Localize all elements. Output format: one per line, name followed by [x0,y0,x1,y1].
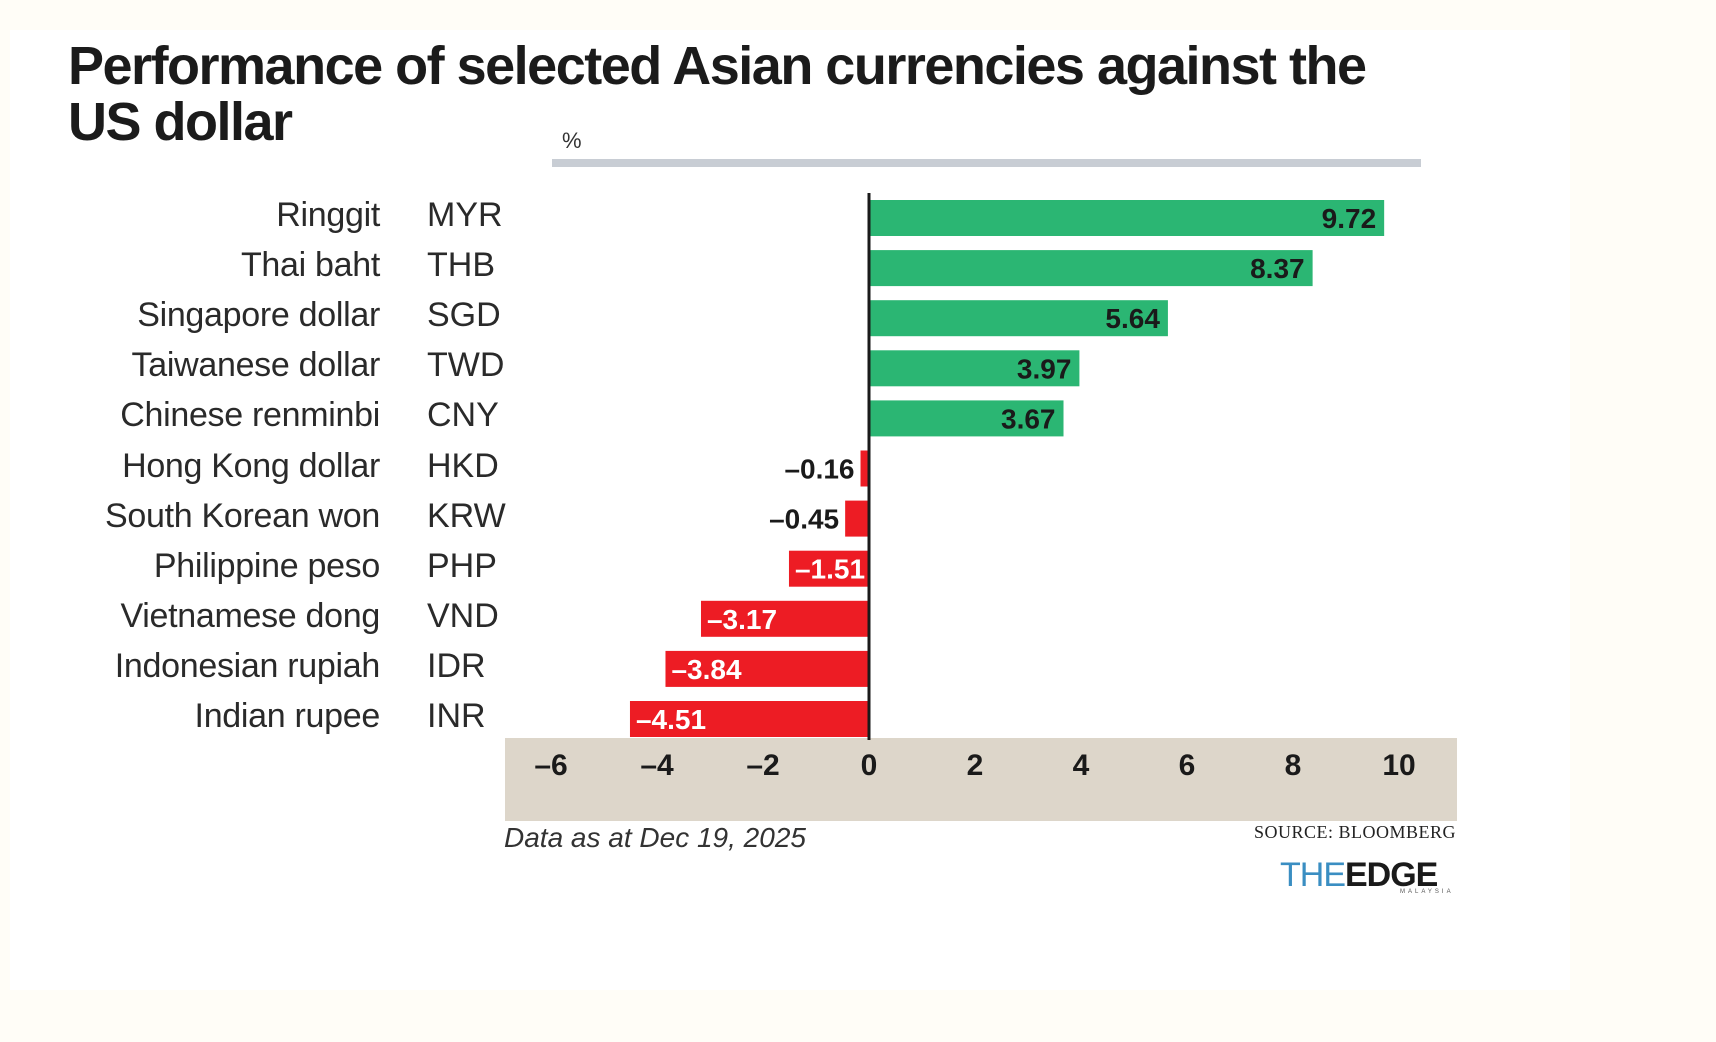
chart-card [10,30,1570,990]
value-label: 3.67 [1001,403,1056,434]
category-label: Ringgit [276,196,380,234]
value-label: –0.45 [769,504,839,535]
bar-inr [629,701,869,737]
currency-code: VND [427,596,499,635]
source-credit: SOURCE: BLOOMBERG [1253,822,1456,842]
bar-idr [665,650,869,687]
category-label: Hong Kong dollar [122,446,380,485]
category-label: Philippine peso [153,546,380,585]
currency-code: INR [427,697,486,735]
category-label: South Korean won [105,496,380,535]
category-label: Vietnamese dong [120,596,380,635]
logo-edge: EDGE [1345,856,1438,894]
currency-code: THB [427,246,495,285]
value-label: 8.37 [1250,253,1305,284]
logo-subtitle: MALAYSIA [1400,889,1454,895]
x-tick-label: 8 [1285,749,1302,782]
value-label: –3.84 [671,654,741,685]
currency-code: MYR [427,196,503,234]
bar-krw [845,500,869,537]
category-label: Singapore dollar [137,296,380,335]
currency-code: TWD [427,346,505,385]
value-label: 3.97 [1017,353,1072,384]
x-tick-label: 10 [1382,749,1415,782]
currency-code: HKD [427,446,499,485]
x-tick-label: –6 [534,749,567,782]
value-label: –3.17 [707,604,777,635]
category-label: Indian rupee [194,697,381,735]
x-tick-label: 6 [1179,749,1196,782]
x-tick-label: 0 [861,749,878,782]
x-tick-label: –4 [640,749,674,782]
x-tick-label: 4 [1073,749,1090,782]
currency-code: KRW [427,496,506,535]
data-date-note: Data as at Dec 19, 2025 [504,822,806,853]
x-axis-band [505,738,1457,821]
bar-twd [869,350,1080,387]
bar-sgd [869,300,1168,337]
unit-label: % [562,128,582,153]
bar-vnd [700,600,869,637]
x-tick-label: 2 [967,749,984,782]
bar-php [788,550,869,587]
top-rule [552,159,1421,167]
currency-code: PHP [427,546,497,585]
currency-code: IDR [427,646,486,685]
value-label: –0.16 [784,454,854,485]
currency-code: CNY [427,396,499,435]
the-edge-logo: THEEDGE [1280,856,1438,895]
bar-thb [869,250,1313,287]
chart-title: Performance of selected Asian currencies… [68,36,1367,152]
category-label: Chinese renminbi [120,396,380,435]
logo-the: THE [1280,856,1346,894]
category-label: Thai baht [240,246,380,285]
category-label: Taiwanese dollar [131,346,381,385]
bar-myr [869,200,1385,236]
value-label: 9.72 [1322,203,1377,234]
value-label: –1.51 [795,554,865,585]
value-label: 5.64 [1105,303,1160,334]
x-tick-label: –2 [746,749,779,782]
category-label: Indonesian rupiah [114,646,381,685]
bar-cny [869,400,1064,437]
currency-code: SGD [427,296,501,335]
value-label: –4.51 [636,704,706,735]
bar-hkd [860,450,869,487]
